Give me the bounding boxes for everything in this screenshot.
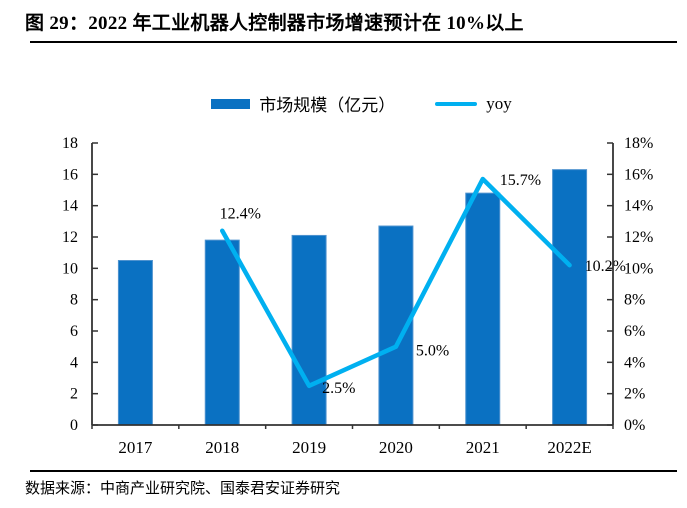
x-axis-label-2018: 2018 [205, 438, 239, 457]
legend-item-yoy: yoy [435, 94, 512, 114]
bar-2018 [204, 239, 240, 426]
left-axis-tick-label: 12 [62, 229, 78, 246]
left-axis-tick-label: 10 [62, 260, 78, 277]
right-axis-tick-label: 2% [624, 386, 645, 403]
bar-2021 [465, 192, 501, 426]
right-axis-tick-label: 8% [624, 292, 645, 309]
x-axis-label-2020: 2020 [379, 438, 413, 457]
x-axis-label-2017: 2017 [118, 438, 153, 457]
chart-legend: 市场规模（亿元） yoy [18, 91, 687, 116]
legend-label-market-size: 市场规模（亿元） [259, 96, 396, 115]
legend-label-yoy: yoy [486, 93, 512, 113]
line-swatch-icon [435, 101, 478, 106]
yoy-data-label-2019: 2.5% [322, 380, 355, 397]
x-axis-label-2019: 2019 [292, 438, 326, 457]
right-axis-tick-label: 14% [624, 198, 653, 215]
bar-2017 [117, 260, 153, 426]
right-axis-tick-label: 6% [624, 323, 645, 340]
bar-2022E [552, 169, 588, 426]
yoy-data-label-2020: 5.0% [416, 343, 449, 360]
yoy-data-label-2022E: 10.2% [585, 258, 626, 275]
right-axis-tick-label: 18% [624, 135, 653, 152]
left-axis-tick-label: 2 [70, 386, 78, 403]
yoy-line [220, 176, 572, 389]
bar-swatch-icon [211, 98, 251, 109]
right-axis-tick-label: 10% [624, 260, 653, 277]
figure-title: 图 29：2022 年工业机器人控制器市场增速预计在 10%以上 [25, 13, 524, 34]
bar-2019 [291, 234, 327, 426]
right-axis-tick-label: 0% [624, 417, 645, 434]
combo-chart: 0 2 4 6 8 10 12 14 16 18 0% 2% 4% 6% 8% 10% 12% 14% 16% 18%… [62, 135, 653, 457]
x-axis-label-2022E: 2022E [547, 438, 591, 457]
title-underline [30, 41, 677, 43]
left-axis-tick-label: 0 [70, 417, 78, 434]
right-axis-tick-label: 16% [624, 166, 653, 183]
left-axis-tick-label: 8 [70, 292, 78, 309]
data-source: 数据来源：中商产业研究院、国泰君安证券研究 [25, 481, 341, 497]
left-axis-tick-label: 16 [62, 166, 78, 183]
x-axis-label-2021: 2021 [466, 438, 500, 457]
yoy-data-label-2021: 15.7% [500, 172, 541, 189]
left-axis-tick-label: 18 [62, 135, 78, 152]
yoy-data-label-2018: 12.4% [220, 206, 261, 223]
left-axis-tick-label: 14 [62, 198, 78, 215]
right-axis-tick-label: 4% [624, 354, 645, 371]
footer-rule [30, 470, 677, 472]
right-axis-tick-label: 12% [624, 229, 653, 246]
left-axis-tick-label: 4 [70, 354, 78, 371]
legend-item-market-size: 市场规模（亿元） [211, 91, 395, 116]
left-axis-tick-label: 6 [70, 323, 78, 340]
